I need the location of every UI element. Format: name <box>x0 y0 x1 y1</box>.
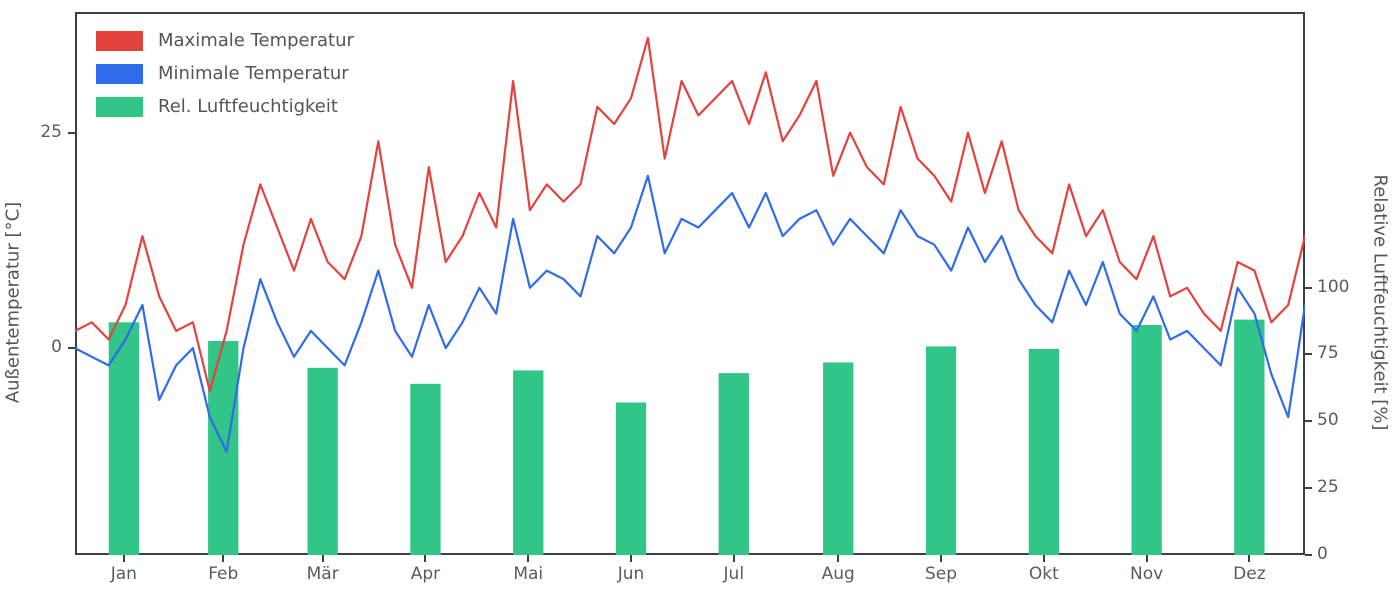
x-tick-mark <box>222 555 225 562</box>
x-tick-label: Jun <box>617 564 645 584</box>
x-tick-label: Aug <box>821 564 855 584</box>
x-tick-mark <box>940 555 943 562</box>
x-tick-mark <box>122 555 125 562</box>
right-tick-mark <box>1305 353 1312 356</box>
right-tick-mark <box>1305 286 1312 289</box>
legend-item-min-temp: Minimale Temperatur <box>96 57 354 90</box>
left-axis-title: Außentemperatur [°C] <box>2 201 24 404</box>
legend-label-max-temp: Maximale Temperatur <box>158 30 354 51</box>
x-tick-label: Apr <box>410 564 441 584</box>
legend-label-humidity: Rel. Luftfeuchtigkeit <box>158 96 338 117</box>
right-tick-mark <box>1305 554 1312 556</box>
humidity-bar <box>307 367 338 555</box>
x-tick-label: Dez <box>1233 564 1266 584</box>
right-tick-label: 50 <box>1317 410 1339 431</box>
humidity-bar <box>410 383 441 555</box>
right-tick-label: 75 <box>1317 343 1339 364</box>
chart-canvas <box>75 36 1305 555</box>
humidity-bar <box>513 370 544 555</box>
x-tick-mark <box>527 555 530 562</box>
humidity-bar <box>823 362 854 555</box>
legend-item-humidity: Rel. Luftfeuchtigkeit <box>96 90 354 123</box>
x-tick-label: Sep <box>925 564 958 584</box>
max-temperature-line <box>75 36 1305 393</box>
right-axis-title: Relative Luftfeuchtigkeit [%] <box>1369 174 1391 431</box>
humidity-bar <box>615 402 647 555</box>
x-tick-label: Feb <box>208 564 239 584</box>
x-tick-mark <box>321 555 324 562</box>
humidity-bar <box>108 322 139 555</box>
left-tick-label: 0 <box>51 337 62 358</box>
plot-area <box>75 12 1305 555</box>
x-tick-label: Jan <box>110 564 137 584</box>
legend-label-min-temp: Minimale Temperatur <box>158 63 349 84</box>
humidity-bar <box>1028 349 1059 555</box>
legend-swatch-min-temp-icon <box>96 63 143 84</box>
humidity-bar <box>1234 319 1265 555</box>
x-tick-mark <box>1145 555 1148 562</box>
legend-item-max-temp: Maximale Temperatur <box>96 24 354 57</box>
humidity-bar <box>718 373 749 555</box>
left-tick-mark <box>68 131 75 134</box>
left-tick-label: 25 <box>40 121 62 142</box>
x-tick-label: Okt <box>1028 564 1059 584</box>
x-tick-label: Mär <box>306 564 339 584</box>
humidity-bar <box>925 346 957 555</box>
x-tick-mark <box>630 555 633 562</box>
legend-swatch-max-temp-icon <box>96 30 143 51</box>
min-temperature-line <box>75 174 1305 453</box>
right-tick-mark <box>1305 487 1312 490</box>
legend-swatch-humidity-icon <box>96 96 143 117</box>
x-tick-label: Jul <box>723 564 745 584</box>
x-tick-label: Nov <box>1130 564 1164 584</box>
x-tick-label: Mai <box>513 564 544 584</box>
x-tick-mark <box>424 555 427 562</box>
x-tick-mark <box>732 555 735 562</box>
x-tick-mark <box>1042 555 1045 562</box>
x-tick-mark <box>837 555 840 562</box>
left-tick-mark <box>68 347 75 350</box>
right-tick-mark <box>1305 420 1312 423</box>
humidity-bar <box>1131 325 1162 555</box>
humidity-bar <box>208 341 239 555</box>
right-tick-label: 100 <box>1317 276 1350 297</box>
legend: Maximale Temperatur Minimale Temperatur … <box>96 24 354 123</box>
right-tick-label: 0 <box>1317 544 1328 564</box>
right-tick-label: 25 <box>1317 477 1339 498</box>
x-tick-mark <box>1248 555 1251 562</box>
